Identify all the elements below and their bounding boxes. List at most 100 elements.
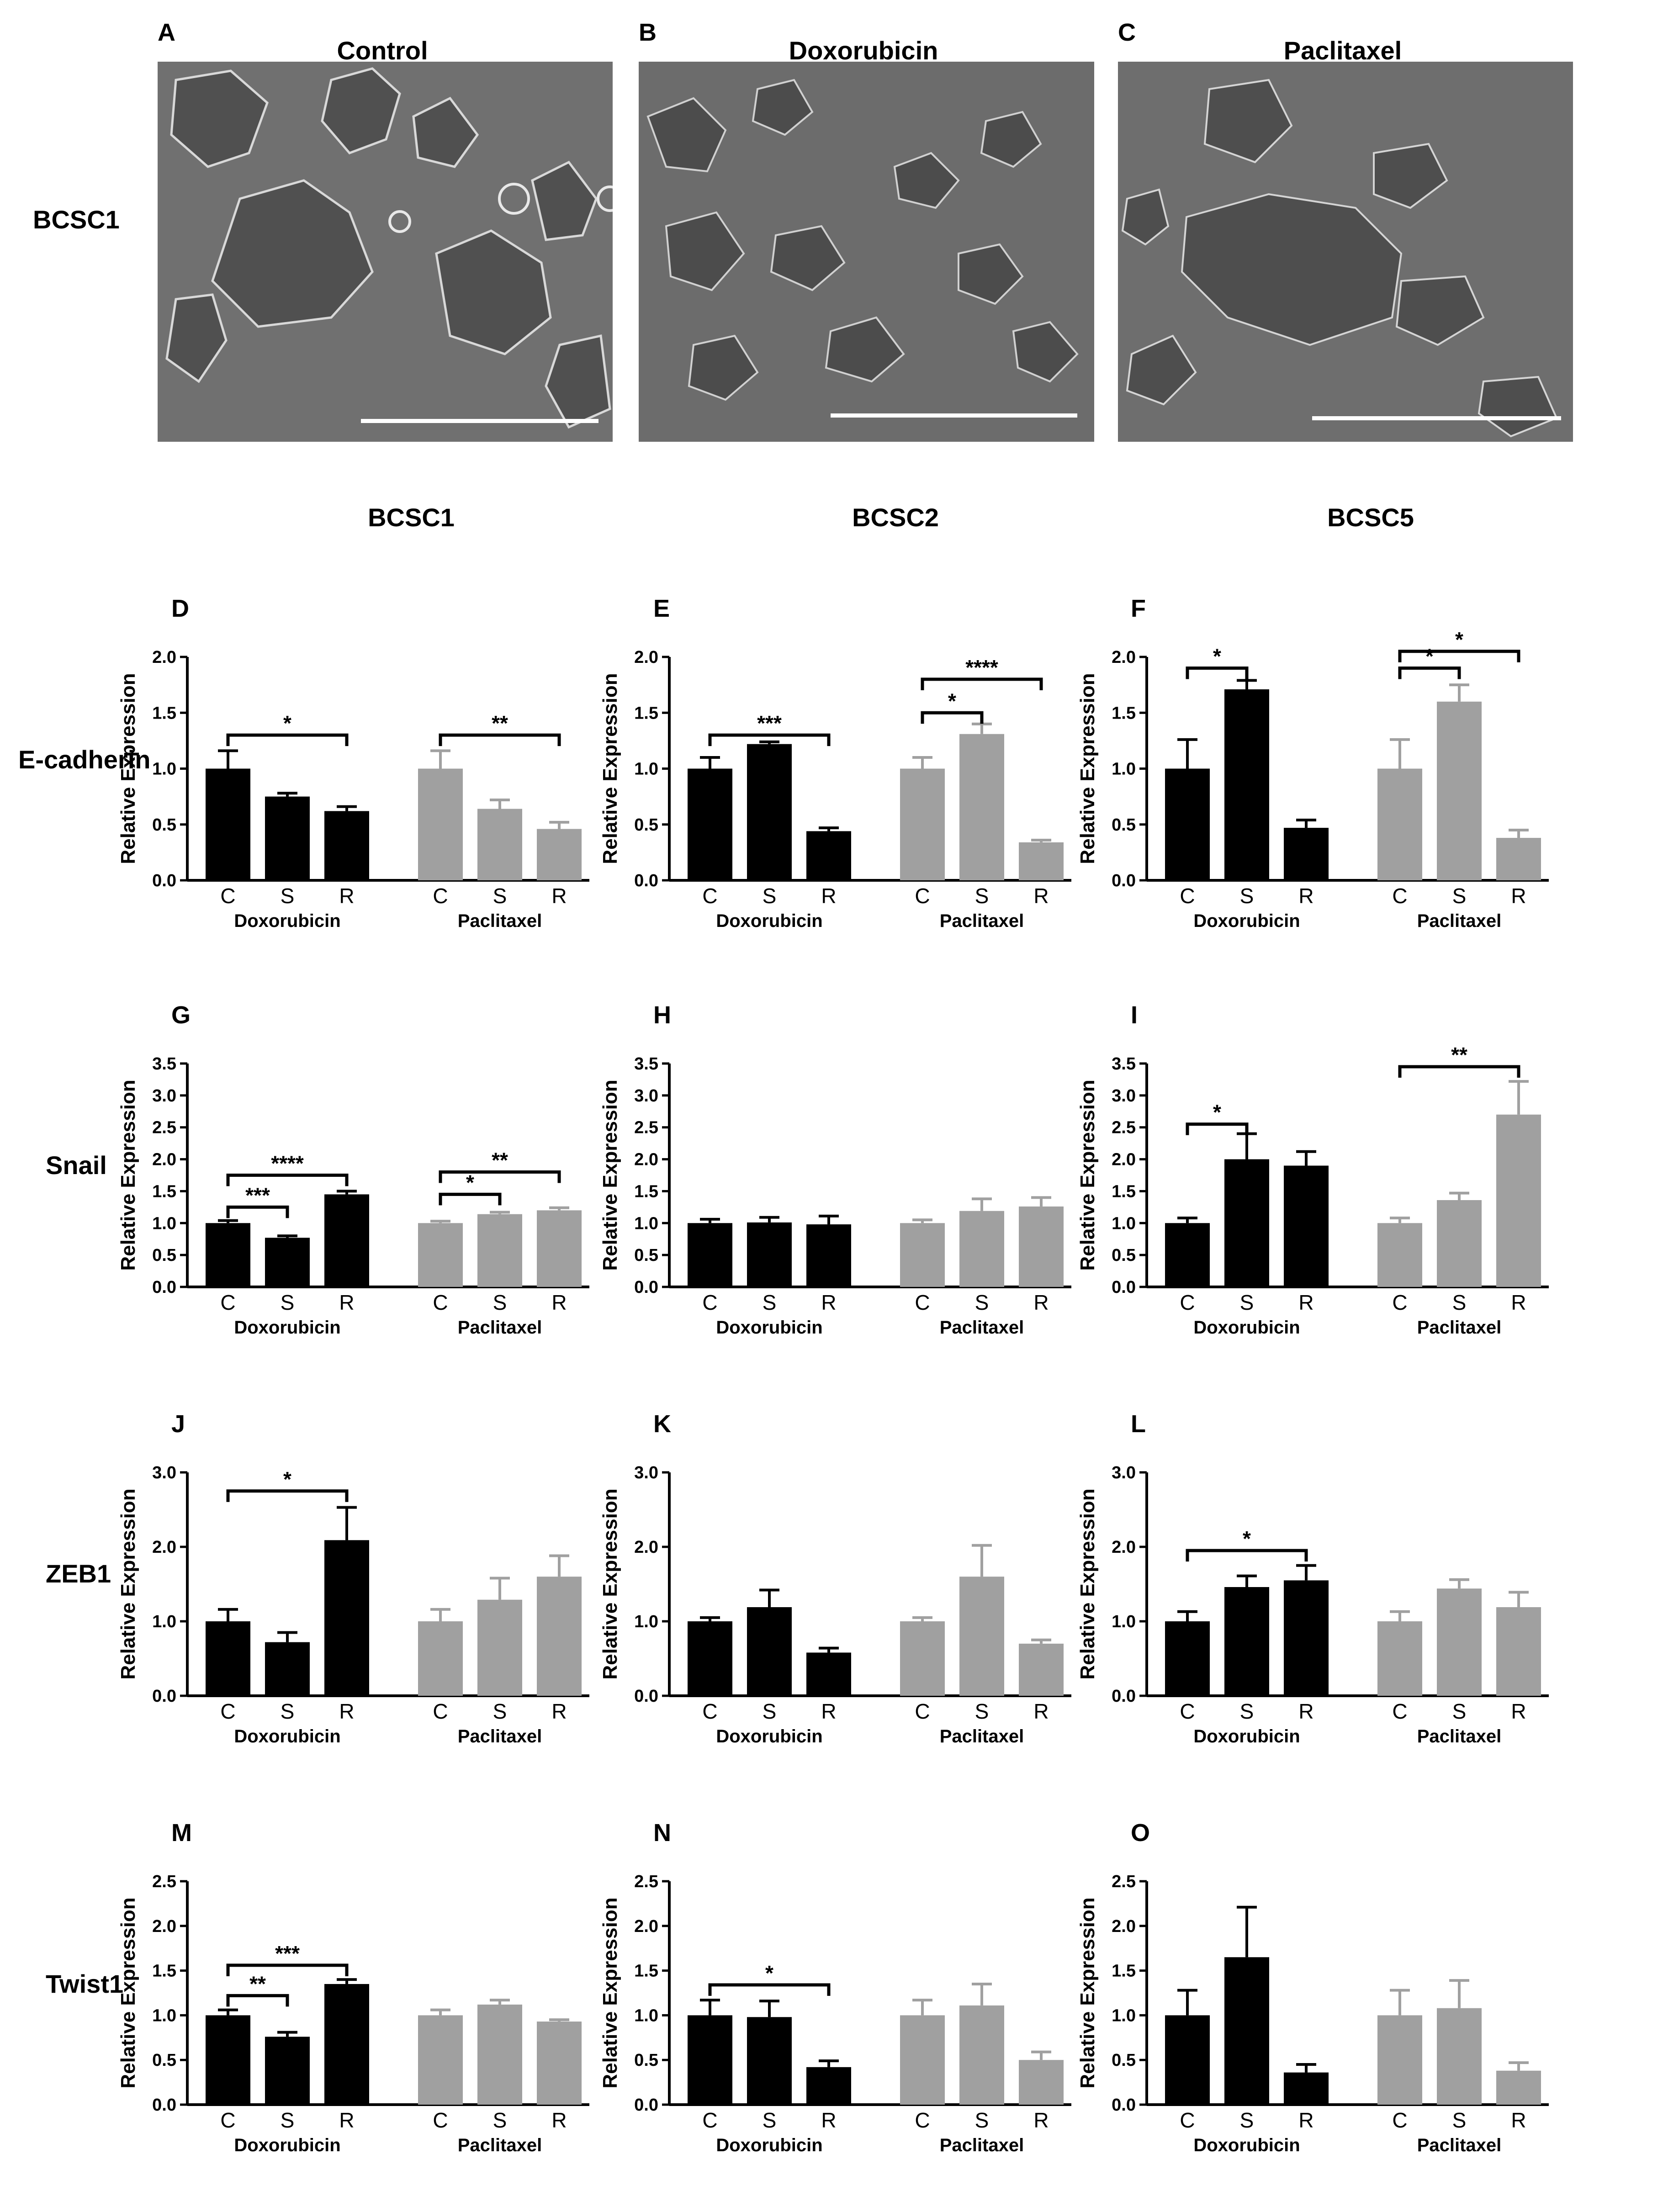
bar-n-doxorubicin-r [806, 2067, 851, 2105]
y-tick-label-o: 0.5 [1112, 2051, 1136, 2070]
bar-k-doxorubicin-s [747, 1607, 792, 1696]
y-tick-label-e: 1.0 [634, 760, 658, 779]
bar-j-paclitaxel-r [537, 1577, 582, 1696]
bar-l-doxorubicin-s [1224, 1587, 1269, 1696]
category-label-e: R [1033, 884, 1049, 908]
group-label-f-paclitaxel: Paclitaxel [1417, 911, 1502, 931]
panel-letter-j: J [171, 1410, 185, 1438]
bar-e-doxorubicin-s [747, 744, 792, 880]
group-label-n-doxorubicin: Doxorubicin [716, 2135, 822, 2155]
bar-d-paclitaxel-r [537, 829, 582, 880]
group-label-k-doxorubicin: Doxorubicin [716, 1726, 822, 1746]
significance-bracket-l [1186, 1549, 1308, 1562]
category-label-j: C [433, 1699, 448, 1723]
y-tick-label-f: 1.0 [1112, 760, 1136, 779]
y-tick-label-n: 0.0 [634, 2096, 658, 2115]
y-tick-label-n: 1.5 [634, 1962, 658, 1981]
y-tick-label-h: 1.5 [634, 1182, 658, 1201]
group-label-l-paclitaxel: Paclitaxel [1417, 1726, 1502, 1746]
bar-f-doxorubicin-r [1284, 828, 1329, 880]
bar-m-doxorubicin-s [265, 2037, 310, 2105]
y-tick-label-h: 2.0 [634, 1150, 658, 1170]
category-label-f: R [1298, 884, 1313, 908]
significance-label-g: ** [492, 1148, 508, 1172]
category-label-m: C [433, 2108, 448, 2132]
category-label-f: C [1392, 884, 1407, 908]
significance-label-e: * [948, 689, 956, 713]
group-label-d-paclitaxel: Paclitaxel [458, 911, 542, 931]
micrograph-row-label: BCSC1 [33, 205, 120, 234]
category-label-i: S [1452, 1291, 1467, 1314]
y-tick-label-i: 0.0 [1112, 1278, 1136, 1297]
y-tick-label-i: 3.5 [1112, 1054, 1136, 1074]
category-label-j: C [220, 1699, 235, 1723]
category-label-d: C [433, 884, 448, 908]
y-tick-label-i: 0.5 [1112, 1246, 1136, 1265]
y-tick-label-m: 0.0 [152, 2096, 176, 2115]
category-label-h: R [1033, 1291, 1049, 1314]
category-label-e: S [763, 884, 777, 908]
y-axis-label-k: Relative Expression [599, 1488, 621, 1679]
y-tick-label-g: 2.5 [152, 1118, 176, 1138]
group-label-g-doxorubicin: Doxorubicin [234, 1318, 340, 1338]
significance-bracket-g [439, 1192, 502, 1206]
significance-label-n: * [765, 1961, 773, 1985]
significance-bracket-g [226, 1174, 349, 1186]
y-tick-label-k: 2.0 [634, 1538, 658, 1557]
y-tick-label-m: 1.5 [152, 1962, 176, 1981]
y-tick-label-k: 1.0 [634, 1612, 658, 1631]
category-label-n: S [975, 2108, 989, 2132]
bar-o-doxorubicin-r [1284, 2072, 1329, 2105]
group-label-h-doxorubicin: Doxorubicin [716, 1318, 822, 1338]
y-tick-label-f: 2.0 [1112, 648, 1136, 667]
row-label-e-cadherin: E-cadherin [18, 745, 151, 774]
category-label-e: R [821, 884, 836, 908]
significance-bracket-g [226, 1205, 289, 1218]
y-axis-label-i: Relative Expression [1076, 1080, 1099, 1270]
significance-bracket-i [1398, 1065, 1520, 1078]
y-axis-label-m: Relative Expression [117, 1897, 139, 2088]
category-label-f: R [1511, 884, 1526, 908]
y-axis-label-h: Relative Expression [599, 1080, 621, 1270]
panel-letter-o: O [1131, 1819, 1150, 1847]
column-title-bcsc1: BCSC1 [368, 503, 455, 532]
bar-d-doxorubicin-c [206, 768, 250, 880]
bar-g-doxorubicin-c [206, 1223, 250, 1287]
y-axis-label-l: Relative Expression [1076, 1488, 1099, 1679]
y-tick-label-n: 0.5 [634, 2051, 658, 2070]
significance-label-g: **** [271, 1152, 304, 1175]
panel-letter-b: B [639, 19, 657, 46]
y-tick-label-d: 1.0 [152, 760, 176, 779]
significance-bracket-g [439, 1170, 561, 1183]
category-label-m: S [493, 2108, 507, 2132]
micrograph-doxorubicin [639, 62, 1094, 442]
significance-bracket-e [921, 677, 1043, 690]
significance-bracket-n [708, 1983, 831, 1996]
category-label-k: R [821, 1699, 836, 1723]
group-label-m-doxorubicin: Doxorubicin [234, 2135, 340, 2155]
panel-letter-d: D [171, 595, 189, 622]
bar-k-paclitaxel-c [900, 1621, 945, 1696]
group-label-j-doxorubicin: Doxorubicin [234, 1726, 340, 1746]
panel-letter-l: L [1131, 1410, 1146, 1438]
group-label-g-paclitaxel: Paclitaxel [458, 1318, 542, 1338]
bar-o-paclitaxel-s [1437, 2008, 1482, 2105]
y-tick-label-j: 0.0 [152, 1687, 176, 1706]
y-axis-label-g: Relative Expression [117, 1080, 139, 1270]
category-label-o: R [1298, 2108, 1313, 2132]
significance-label-f: * [1455, 628, 1463, 651]
category-label-g: R [339, 1291, 354, 1314]
y-tick-label-h: 3.5 [634, 1054, 658, 1074]
panel-letter-i: I [1131, 1001, 1138, 1029]
bar-d-doxorubicin-s [265, 796, 310, 880]
y-tick-label-n: 2.0 [634, 1917, 658, 1936]
category-label-l: S [1452, 1699, 1467, 1723]
significance-bracket-e [708, 733, 831, 746]
bar-e-paclitaxel-r [1019, 842, 1064, 880]
group-label-o-doxorubicin: Doxorubicin [1193, 2135, 1300, 2155]
category-label-l: R [1298, 1699, 1313, 1723]
bar-l-paclitaxel-r [1496, 1607, 1541, 1696]
category-label-f: S [1240, 884, 1254, 908]
y-axis-label-f: Relative Expression [1076, 673, 1099, 864]
